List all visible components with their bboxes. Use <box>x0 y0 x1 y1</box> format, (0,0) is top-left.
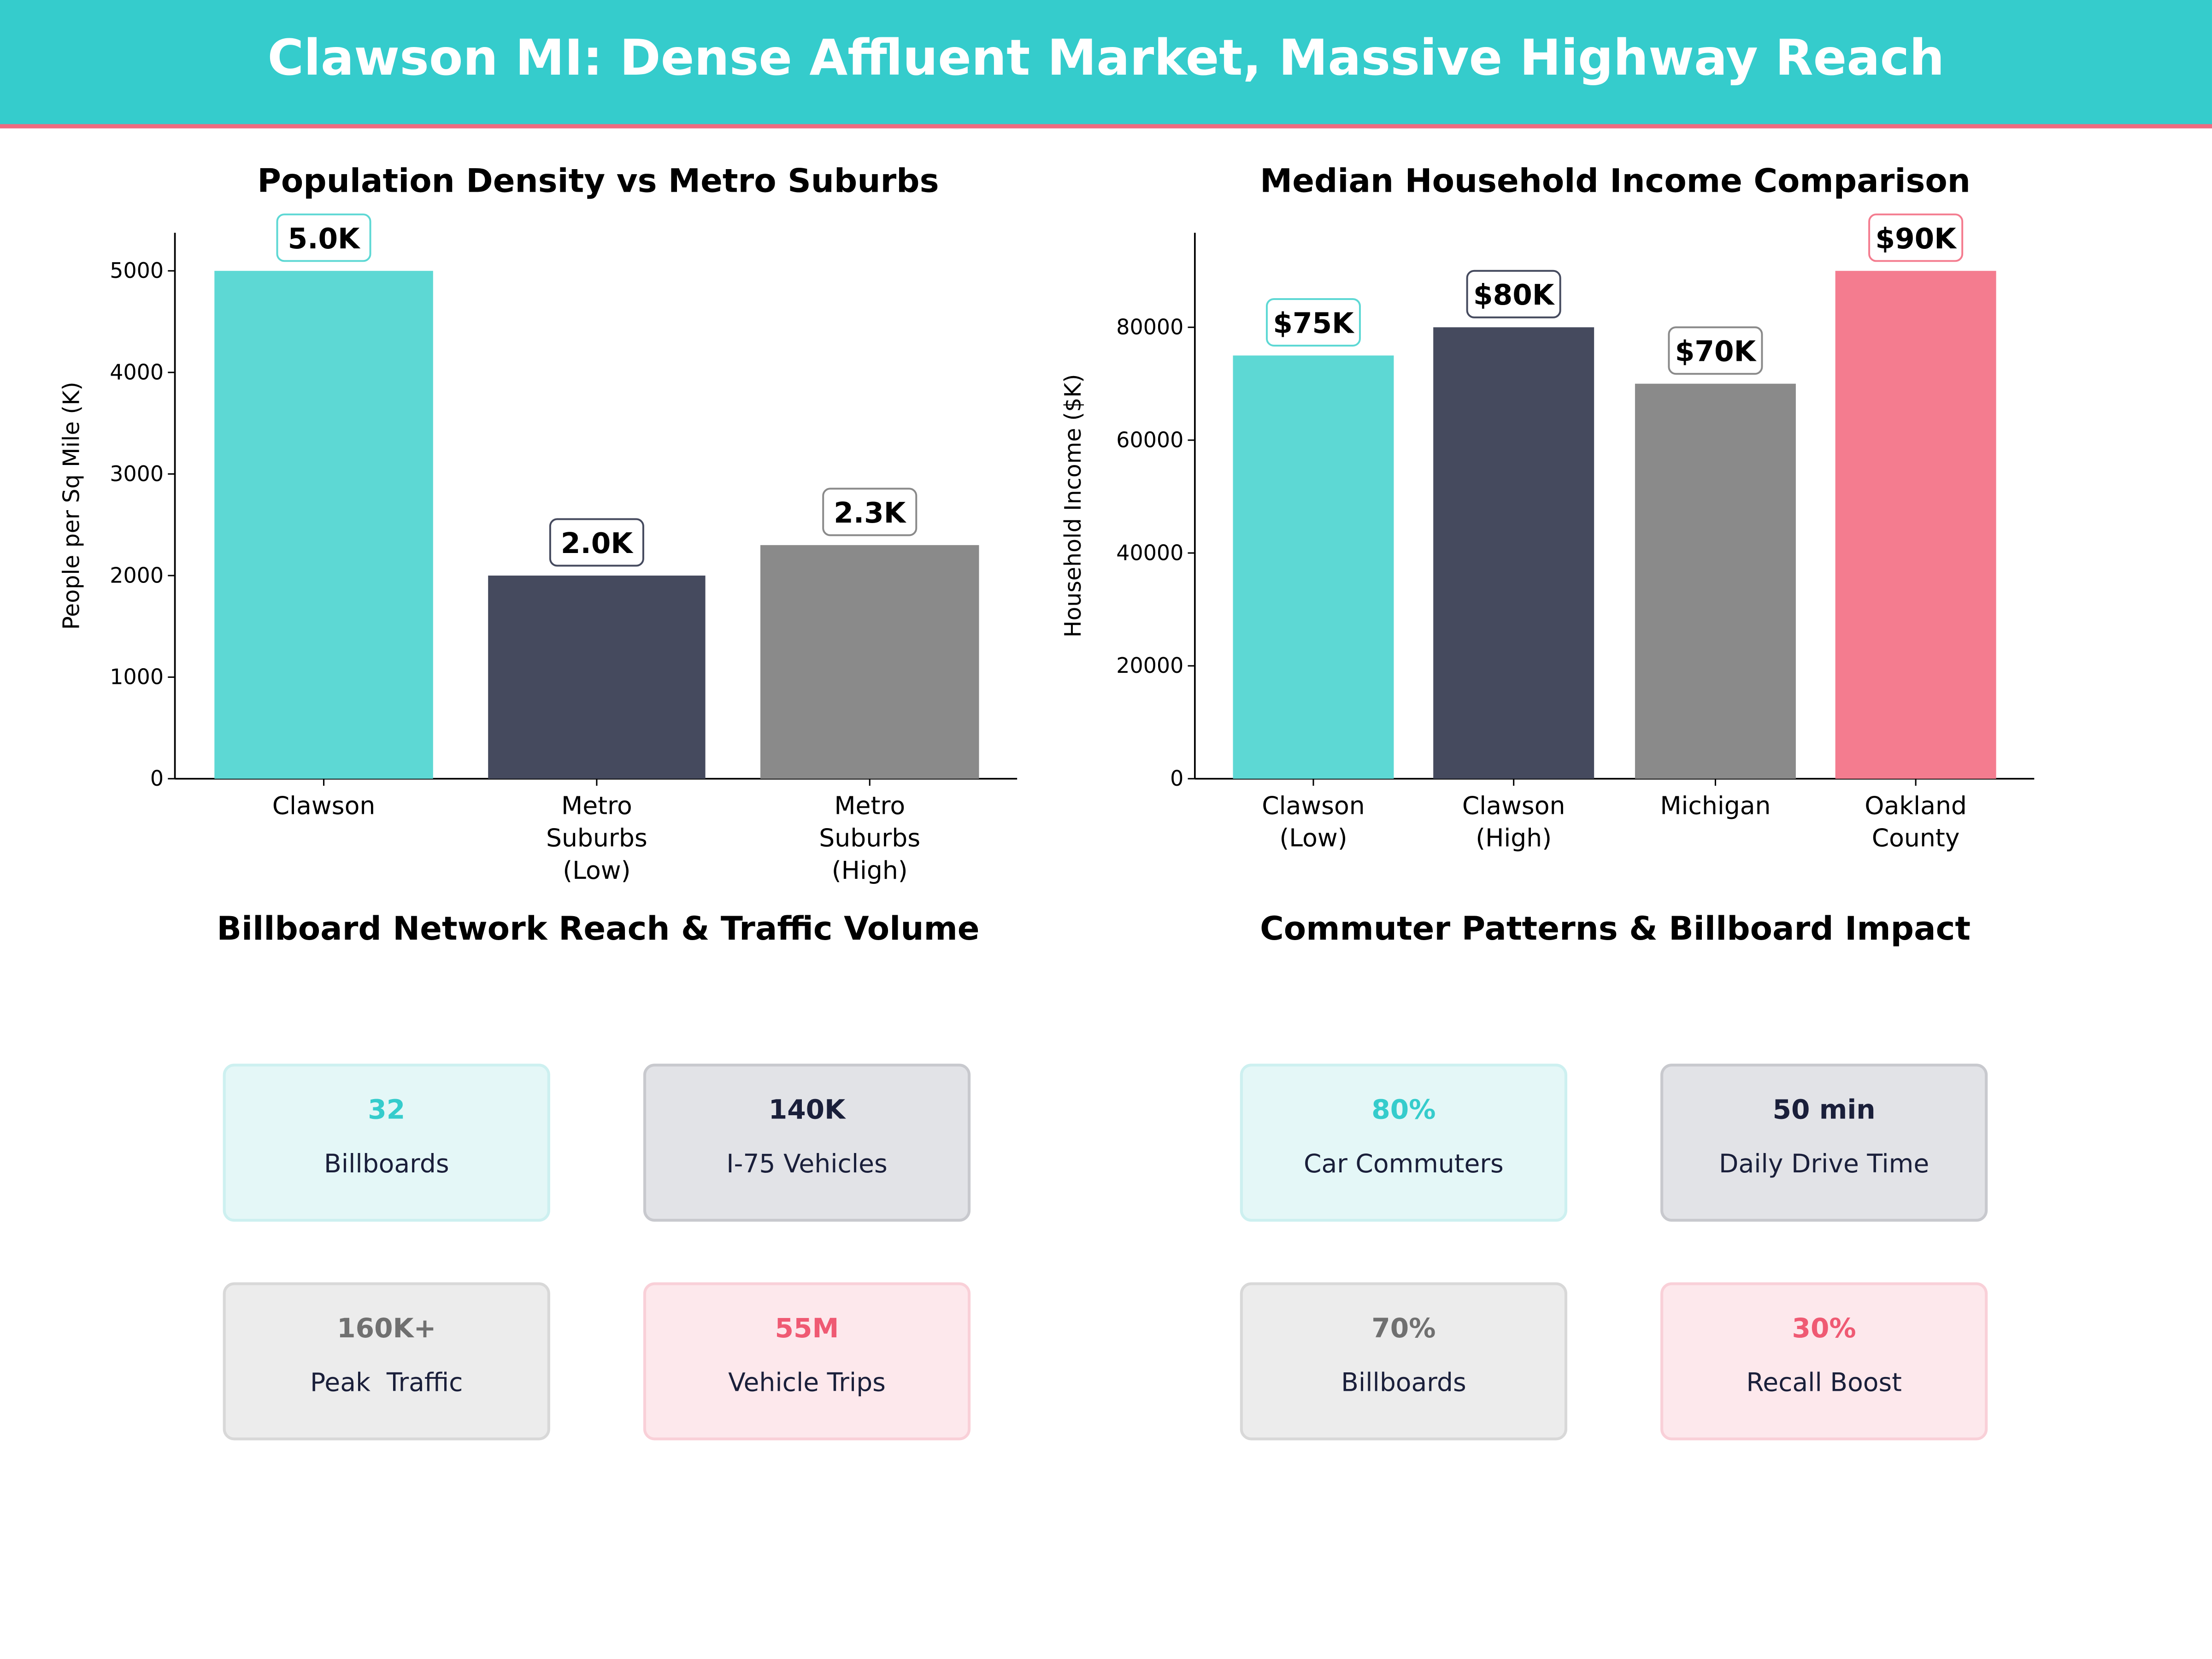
kpi-card: 70% Billboards <box>1240 1282 1567 1441</box>
x-tick-label: Clawson (High) <box>1462 791 1565 852</box>
kpi-value: 80% <box>1371 1094 1436 1126</box>
kpi-label: Daily Drive Time <box>1719 1149 1930 1180</box>
kpi-value: 55M <box>775 1313 839 1345</box>
kpi-value: 140K <box>768 1094 846 1126</box>
kpi-label: Vehicle Trips <box>728 1368 886 1398</box>
y-tick-label: 0 <box>1170 766 1183 791</box>
bar <box>1835 271 1996 779</box>
y-tick-label: 0 <box>150 766 164 791</box>
bar <box>1233 355 1394 779</box>
data-label: 5.0K <box>288 223 361 255</box>
x-tick-label-line: Clawson <box>1262 791 1365 820</box>
x-tick-label: Clawson <box>272 791 376 820</box>
kpi-card: 50 min Daily Drive Time <box>1660 1064 1988 1222</box>
kpi-label: Recall Boost <box>1746 1368 1902 1398</box>
header-banner: Clawson MI: Dense Affluent Market, Massi… <box>0 0 2212 129</box>
data-label: $75K <box>1273 307 1355 340</box>
y-axis-label: Household Income ($K) <box>1060 374 1086 637</box>
y-tick-label: 20000 <box>1116 653 1183 678</box>
kpi-card: 160K+ Peak Traffic <box>223 1282 550 1441</box>
bar <box>214 271 433 779</box>
x-tick-label-line: (High) <box>832 856 908 885</box>
data-label-box <box>1265 298 1361 347</box>
x-tick-label-line: Suburbs <box>819 824 920 853</box>
kpi-label: Peak Traffic <box>310 1368 463 1398</box>
kpi-label: Car Commuters <box>1303 1149 1504 1180</box>
x-tick-label: Oakland County <box>1865 791 1967 852</box>
bar <box>488 575 706 779</box>
x-tick-label-line: Metro <box>561 791 632 820</box>
data-label: 2.3K <box>834 497 906 529</box>
data-label: 2.0K <box>561 527 634 560</box>
y-tick-label: 60000 <box>1116 427 1183 452</box>
kpi-card: 55M Vehicle Trips <box>643 1282 971 1441</box>
x-tick-label-line: Clawson <box>1462 791 1565 820</box>
y-tick-label: 80000 <box>1116 315 1183 340</box>
page-title: Clawson MI: Dense Affluent Market, Massi… <box>267 31 1945 88</box>
y-tick-label: 3000 <box>110 461 164 486</box>
kpi-value: 32 <box>368 1094 406 1126</box>
x-tick-label: Metro Suburbs (High) <box>819 791 920 885</box>
kpi-value: 160K+ <box>337 1313 436 1345</box>
x-tick-label-line: Metro <box>834 791 905 820</box>
y-axis-label: People per Sq Mile (K) <box>58 382 84 629</box>
chart-title-density: Population Density vs Metro Suburbs <box>257 164 939 200</box>
data-label-box <box>1466 270 1561 318</box>
x-tick-label-line: County <box>1872 824 1960 853</box>
y-tick-label: 5000 <box>110 258 164 283</box>
kpi-value: 70% <box>1371 1313 1436 1345</box>
x-tick-label-line: Suburbs <box>546 824 647 853</box>
x-tick-label-line: (High) <box>1476 824 1552 853</box>
kpi-card: 80% Car Commuters <box>1240 1064 1567 1222</box>
kpi-card: 32 Billboards <box>223 1064 550 1222</box>
data-label-box <box>1868 213 1964 262</box>
chart-title-income: Median Household Income Comparison <box>1260 164 1971 200</box>
bar <box>1635 383 1796 779</box>
bar <box>1433 327 1594 779</box>
panel-title-commuter: Commuter Patterns & Billboard Impact <box>1260 911 1971 948</box>
bar <box>760 545 979 779</box>
x-tick-label-line: (Low) <box>563 856 630 885</box>
kpi-value: 30% <box>1792 1313 1856 1345</box>
data-label-box <box>1668 326 1763 375</box>
y-tick-label: 40000 <box>1116 540 1183 565</box>
kpi-value: 50 min <box>1772 1094 1876 1126</box>
data-label: $80K <box>1473 279 1555 312</box>
data-label-box <box>822 488 918 536</box>
x-tick-label: Clawson (Low) <box>1262 791 1365 852</box>
x-tick-label: Metro Suburbs (Low) <box>546 791 647 885</box>
data-label-box <box>549 518 644 567</box>
data-label-box <box>276 213 371 262</box>
x-tick-label: Michigan <box>1660 791 1771 820</box>
data-label: $90K <box>1875 223 1957 255</box>
kpi-label: Billboards <box>1341 1368 1466 1398</box>
kpi-label: I-75 Vehicles <box>726 1149 888 1180</box>
x-tick-label-line: Clawson <box>272 791 376 820</box>
y-tick-label: 4000 <box>110 359 164 384</box>
y-tick-label: 2000 <box>110 563 164 588</box>
y-tick-label: 1000 <box>110 665 164 689</box>
kpi-card: 30% Recall Boost <box>1660 1282 1988 1441</box>
x-tick-label-line: Oakland <box>1865 791 1967 820</box>
x-tick-label-line: Michigan <box>1660 791 1771 820</box>
kpi-label: Billboards <box>324 1149 449 1180</box>
panel-title-reach: Billboard Network Reach & Traffic Volume <box>217 911 980 948</box>
data-label: $70K <box>1675 335 1757 368</box>
kpi-card: 140K I-75 Vehicles <box>643 1064 971 1222</box>
x-tick-label-line: (Low) <box>1279 824 1347 853</box>
